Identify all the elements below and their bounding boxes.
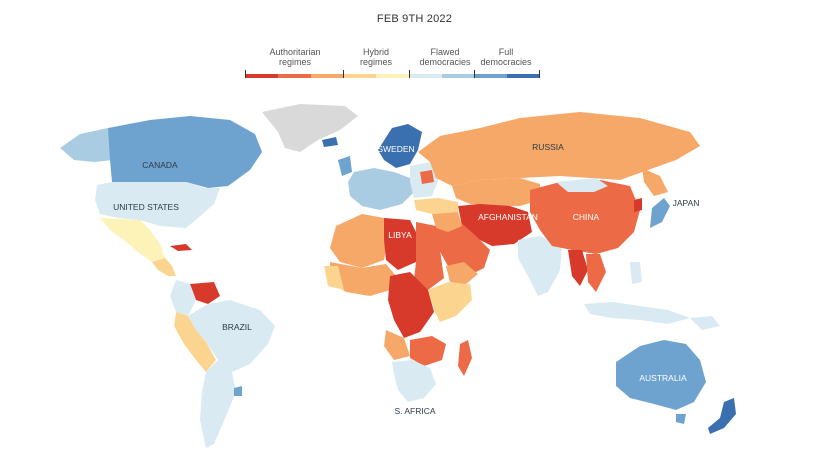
legend-swatch xyxy=(474,74,508,78)
region-canada[interactable] xyxy=(108,116,262,188)
map-title: FEB 9TH 2022 xyxy=(376,13,453,25)
legend-tick xyxy=(474,70,475,78)
region-scandinavia[interactable] xyxy=(378,124,422,168)
region-indochina[interactable] xyxy=(586,254,606,292)
region-uruguay[interactable] xyxy=(234,386,242,396)
region-southern-africa[interactable] xyxy=(392,360,436,402)
region-papua[interactable] xyxy=(690,316,720,330)
legend-tick xyxy=(343,70,344,78)
region-new-zealand[interactable] xyxy=(708,398,736,434)
region-venezuela[interactable] xyxy=(190,282,220,304)
region-colombia[interactable] xyxy=(170,280,196,316)
region-central-africa[interactable] xyxy=(388,272,434,338)
region-iceland[interactable] xyxy=(322,137,338,147)
label-brazil: BRAZIL xyxy=(222,322,252,332)
region-southern-cone[interactable] xyxy=(200,360,236,448)
legend-swatch xyxy=(277,74,312,78)
region-north-africa-west[interactable] xyxy=(330,214,388,268)
label-japan: JAPAN xyxy=(673,198,700,208)
region-north-korea[interactable] xyxy=(634,198,642,212)
region-australia[interactable] xyxy=(616,340,706,410)
label-australia: AUSTRALIA xyxy=(639,373,687,383)
legend-swatch xyxy=(245,74,279,78)
region-far-east[interactable] xyxy=(642,168,668,196)
region-central-asia[interactable] xyxy=(452,178,540,206)
label-canada: CANADA xyxy=(142,160,178,170)
label-libya: LIBYA xyxy=(388,230,412,240)
region-turkey[interactable] xyxy=(414,198,458,214)
legend-label-hybrid: Hybrid regimes xyxy=(359,47,392,67)
region-central-america[interactable] xyxy=(152,258,176,276)
region-peru-bolivia[interactable] xyxy=(174,312,216,372)
region-indonesia[interactable] xyxy=(584,302,690,324)
region-india[interactable] xyxy=(518,236,562,296)
legend-label-flawed: Flawed democracies xyxy=(419,47,471,67)
region-cuba[interactable] xyxy=(170,244,192,251)
legend-label-authoritarian: Authoritarian regimes xyxy=(269,47,321,67)
region-myanmar-thailand[interactable] xyxy=(568,250,588,286)
region-zambia-mozambique[interactable] xyxy=(410,336,446,366)
region-belarus[interactable] xyxy=(420,170,434,184)
region-china[interactable] xyxy=(530,180,640,254)
label-russia: RUSSIA xyxy=(532,142,564,152)
region-mexico[interactable] xyxy=(100,218,165,262)
region-philippines[interactable] xyxy=(630,262,642,284)
region-egypt-sudan[interactable] xyxy=(414,222,444,290)
region-tasmania[interactable] xyxy=(676,414,686,424)
legend-swatch xyxy=(408,74,443,78)
legend-label-full: Full democracies xyxy=(480,47,532,67)
region-mongolia[interactable] xyxy=(556,178,608,192)
region-saudi-arabia[interactable] xyxy=(436,220,490,278)
region-angola[interactable] xyxy=(384,330,410,360)
legend-swatch xyxy=(310,74,344,78)
region-west-africa-coast[interactable] xyxy=(324,266,344,290)
label-china: CHINA xyxy=(573,212,600,222)
label-south-africa: S. AFRICA xyxy=(394,406,435,416)
region-alaska[interactable] xyxy=(60,128,112,162)
region-madagascar[interactable] xyxy=(458,340,472,376)
legend-swatch xyxy=(507,74,541,78)
label-sweden: SWEDEN xyxy=(377,144,414,154)
region-brazil[interactable] xyxy=(188,300,275,372)
label-united-states: UNITED STATES xyxy=(113,202,179,212)
legend-tick xyxy=(409,70,410,78)
region-iran-afghanistan[interactable] xyxy=(458,204,532,246)
region-uk[interactable] xyxy=(338,156,352,176)
legend-swatch xyxy=(441,74,475,78)
label-afghanistan: AFGHANISTAN xyxy=(478,212,538,222)
region-russia[interactable] xyxy=(418,112,700,186)
legend-tick xyxy=(245,70,246,78)
region-east-africa[interactable] xyxy=(428,282,472,322)
legend-swatch xyxy=(376,74,410,78)
region-horn[interactable] xyxy=(446,262,478,284)
legend-tick xyxy=(539,70,540,78)
region-japan[interactable] xyxy=(650,198,670,228)
region-greenland[interactable] xyxy=(262,104,358,152)
region-sahel[interactable] xyxy=(330,262,396,296)
legend-swatch xyxy=(343,74,377,78)
region-iraq-syria[interactable] xyxy=(432,212,462,232)
region-western-europe[interactable] xyxy=(348,168,414,210)
region-united-states[interactable] xyxy=(95,182,220,228)
region-libya[interactable] xyxy=(384,218,418,270)
